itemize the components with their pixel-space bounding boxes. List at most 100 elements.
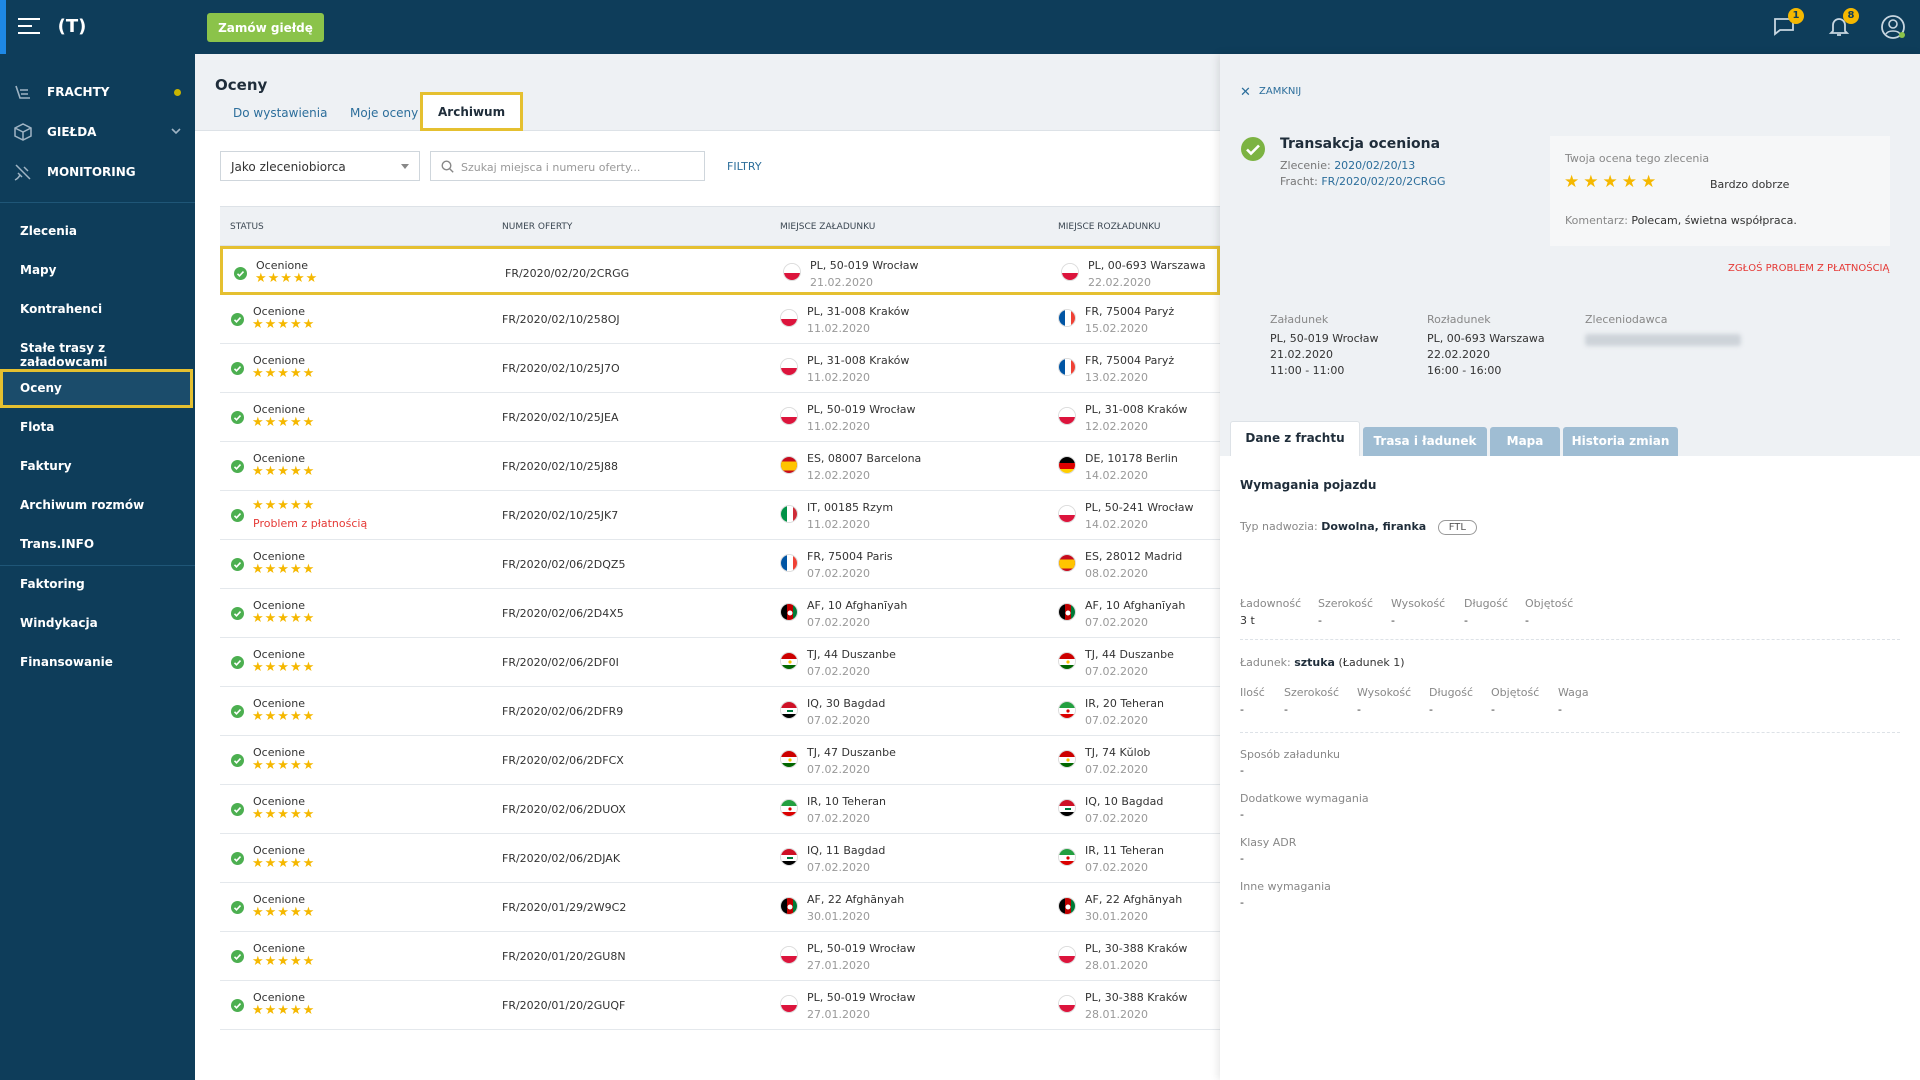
- column-header-status[interactable]: STATUS: [230, 222, 264, 232]
- check-circle-icon: [231, 362, 244, 375]
- user-avatar-icon[interactable]: [1880, 14, 1906, 40]
- check-circle-icon: [231, 901, 244, 914]
- logo[interactable]: (T): [57, 16, 87, 37]
- requirement-field: Inne wymagania -: [1240, 880, 1331, 909]
- table-row[interactable]: Ocenione ★★★★★ FR/2020/02/20/2CRGG PL, 50-0…: [220, 246, 1220, 295]
- table-row[interactable]: Ocenione ★★★★★ FR/2020/02/06/2DFR9 IQ, 30 B…: [220, 687, 1220, 736]
- rating-stars: ★★★★★: [252, 415, 316, 430]
- field-value: -: [1240, 896, 1244, 909]
- spec-value: -: [1525, 614, 1529, 627]
- vehicle-spec: Szerokość -: [1318, 597, 1373, 627]
- sidebar-item-financing[interactable]: Finansowanie: [0, 643, 195, 682]
- sidebar-main-exchange[interactable]: GIEŁDA: [0, 112, 195, 152]
- table-row[interactable]: Ocenione ★★★★★ FR/2020/02/06/2DFCX TJ, 47 D…: [220, 736, 1220, 785]
- flag-it-icon: [780, 505, 798, 523]
- sidebar-item-fleet[interactable]: Flota: [0, 408, 195, 447]
- freight-link[interactable]: FR/2020/02/20/2CRGG: [1321, 175, 1446, 188]
- sidebar-item-routes[interactable]: Stałe trasy z załadowcami: [0, 329, 195, 369]
- tab-freight-data[interactable]: Dane z frachtu: [1230, 421, 1360, 456]
- table-row[interactable]: Ocenione ★★★★★ FR/2020/02/06/2DJAK IQ, 11 B…: [220, 834, 1220, 883]
- tab-archive[interactable]: Archiwum: [420, 92, 524, 131]
- column-header-loading[interactable]: MIEJSCE ZAŁADUNKU: [780, 222, 876, 232]
- column-header-offer[interactable]: NUMER OFERTY: [502, 222, 573, 232]
- tab-history[interactable]: Historia zmian: [1563, 427, 1678, 456]
- tab-route-cargo[interactable]: Trasa i ładunek: [1363, 427, 1487, 456]
- sidebar-item-label: Finansowanie: [20, 655, 113, 669]
- rating-label: Twoja ocena tego zlecenia: [1565, 152, 1710, 165]
- table-row[interactable]: Ocenione ★★★★★ FR/2020/01/20/2GUQF PL, 50-0…: [220, 981, 1220, 1030]
- search-input[interactable]: [461, 158, 699, 176]
- flag-pl-icon: [1061, 263, 1079, 281]
- tab-my-ratings[interactable]: Moje oceny: [350, 106, 419, 120]
- order-link[interactable]: 2020/02/20/13: [1334, 159, 1416, 172]
- menu-icon[interactable]: [18, 18, 40, 36]
- table-row[interactable]: Ocenione ★★★★★ FR/2020/02/10/25JEA PL, 50-0…: [220, 393, 1220, 442]
- unloading-date: 15.02.2020: [1085, 322, 1148, 335]
- search-box[interactable]: [430, 151, 705, 181]
- sidebar-item-chat-archive[interactable]: Archiwum rozmów: [0, 486, 195, 525]
- unloading-date: 07.02.2020: [1085, 861, 1148, 874]
- loading-info: Załadunek PL, 50-019 Wrocław 21.02.2020 …: [1270, 312, 1379, 379]
- report-payment-problem-link[interactable]: ZGŁOŚ PROBLEM Z PŁATNOŚCIĄ: [1728, 263, 1890, 274]
- field-value: -: [1240, 808, 1244, 821]
- sidebar-main-freight[interactable]: FRACHTY: [0, 72, 195, 112]
- requirement-field: Dodatkowe wymagania -: [1240, 792, 1369, 821]
- table-row[interactable]: Ocenione ★★★★★ FR/2020/02/06/2D4X5 AF, 10 A…: [220, 589, 1220, 638]
- table-row[interactable]: Ocenione ★★★★★ FR/2020/02/06/2DQZ5 FR, 7500…: [220, 540, 1220, 589]
- role-dropdown[interactable]: Jako zleceniobiorca: [220, 151, 420, 181]
- rating-stars: ★★★★★: [252, 856, 316, 871]
- sidebar-item-factoring[interactable]: Faktoring: [0, 565, 195, 604]
- table-row[interactable]: Ocenione ★★★★★ FR/2020/01/20/2GU8N PL, 50-0…: [220, 932, 1220, 981]
- unloading-place: PL, 00-693 Warszawa: [1088, 259, 1206, 272]
- unloading-place: AF, 22 Afghānyah: [1085, 893, 1183, 906]
- table-row[interactable]: Ocenione ★★★★★ FR/2020/02/10/258OJ PL, 31-0…: [220, 295, 1220, 344]
- unloading-date: 07.02.2020: [1085, 763, 1148, 776]
- sidebar-item-transinfo[interactable]: Trans.INFO: [0, 525, 195, 564]
- table-row[interactable]: ★★★★★ Problem z płatnością FR/2020/02/10/2…: [220, 491, 1220, 540]
- offer-number: FR/2020/01/20/2GUQF: [502, 999, 626, 1012]
- messages-icon[interactable]: 1: [1772, 8, 1804, 40]
- unloading-date: 22.02.2020: [1088, 276, 1151, 289]
- spec-value: 3 t: [1240, 614, 1255, 627]
- column-header-unloading[interactable]: MIEJSCE ROZŁADUNKU: [1058, 222, 1161, 232]
- loading-date: 27.01.2020: [807, 1008, 870, 1021]
- offer-number: FR/2020/02/06/2DUOX: [502, 803, 626, 816]
- spec-label: Szerokość: [1284, 686, 1340, 699]
- sidebar-item-label: Zlecenia: [20, 224, 77, 238]
- check-circle-icon: [231, 509, 244, 522]
- offer-number: FR/2020/02/10/25JEA: [502, 411, 619, 424]
- sidebar-item-label: Archiwum rozmów: [20, 498, 145, 512]
- table-row[interactable]: Ocenione ★★★★★ FR/2020/02/10/25J88 ES, 0800…: [220, 442, 1220, 491]
- cargo-value: sztuka: [1294, 656, 1335, 669]
- sidebar-item-ratings[interactable]: Oceny: [0, 369, 193, 408]
- loading-date: 21.02.2020: [1270, 348, 1333, 361]
- status-text: Ocenione: [253, 746, 305, 759]
- table-row[interactable]: Ocenione ★★★★★ FR/2020/02/06/2DF0I TJ, 44 D…: [220, 638, 1220, 687]
- status-text: Ocenione: [253, 599, 305, 612]
- order-line: Zlecenie: 2020/02/20/13: [1280, 159, 1415, 172]
- sidebar-item-debt-collection[interactable]: Windykacja: [0, 604, 195, 643]
- sidebar-item-maps[interactable]: Mapy: [0, 251, 195, 290]
- flag-fr-icon: [1058, 358, 1076, 376]
- table-row[interactable]: Ocenione ★★★★★ FR/2020/01/29/2W9C2 AF, 22 A…: [220, 883, 1220, 932]
- notifications-icon[interactable]: 8: [1827, 8, 1859, 40]
- tab-to-issue[interactable]: Do wystawienia: [233, 106, 328, 120]
- loading-date: 11.02.2020: [807, 420, 870, 433]
- sidebar-item-label: Stałe trasy z załadowcami: [20, 341, 108, 369]
- sidebar-item-contractors[interactable]: Kontrahenci: [0, 290, 195, 329]
- table-row[interactable]: Ocenione ★★★★★ FR/2020/02/10/25J7O PL, 31-0…: [220, 344, 1220, 393]
- status-text: Ocenione: [253, 795, 305, 808]
- filters-link[interactable]: FILTRY: [727, 160, 762, 173]
- cargo-spec: Wysokość -: [1357, 686, 1411, 716]
- status-dot: [174, 89, 181, 96]
- spec-value: -: [1318, 614, 1322, 627]
- sidebar-item-orders[interactable]: Zlecenia: [0, 212, 195, 251]
- unloading-date: 14.02.2020: [1085, 469, 1148, 482]
- loading-place: AF, 10 Afghanīyah: [807, 599, 908, 612]
- table-row[interactable]: Ocenione ★★★★★ FR/2020/02/06/2DUOX IR, 10 T…: [220, 785, 1220, 834]
- order-exchange-button[interactable]: Zamów giełdę: [207, 13, 324, 42]
- tab-map[interactable]: Mapa: [1490, 427, 1560, 456]
- flag-ir-icon: [1058, 701, 1076, 719]
- sidebar-item-invoices[interactable]: Faktury: [0, 447, 195, 486]
- sidebar-main-monitoring[interactable]: MONITORING: [0, 152, 195, 192]
